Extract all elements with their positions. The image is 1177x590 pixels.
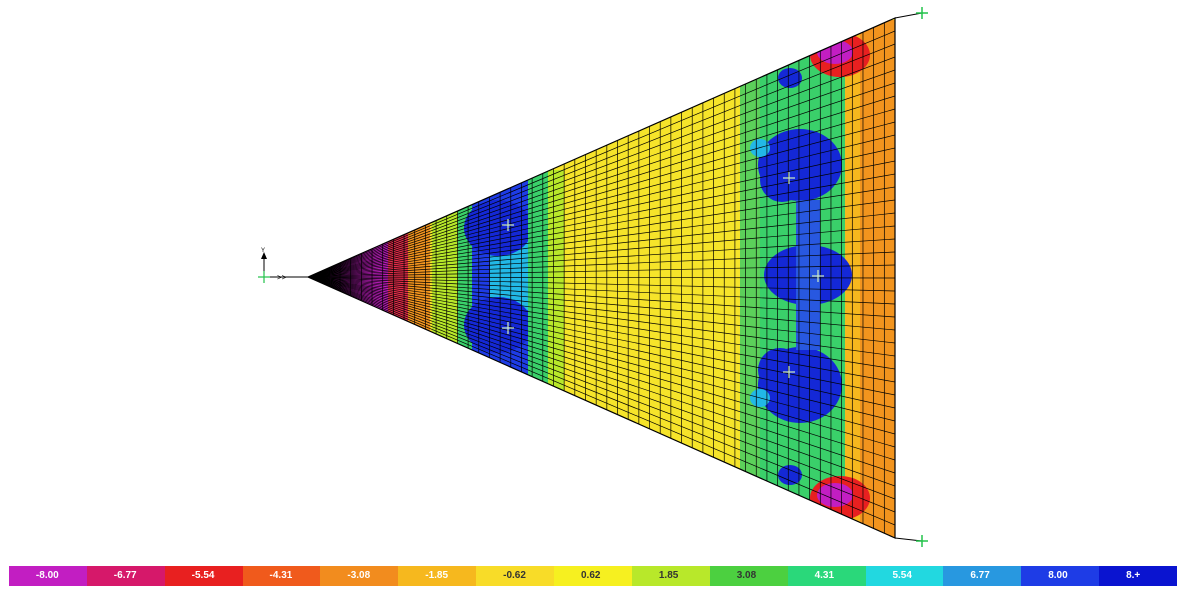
legend-value-label: -0.62 — [503, 570, 526, 581]
node-marker-left-lower[interactable] — [502, 322, 514, 334]
axis-arrow-label: >> — [277, 273, 287, 282]
legend-swatch — [86, 566, 166, 586]
legend-value-label: -5.54 — [191, 570, 215, 581]
node-marker-right-mid[interactable] — [812, 270, 824, 282]
stress-contour-field — [308, 18, 895, 538]
legend-swatch — [242, 566, 322, 586]
legend-value-label: 5.54 — [892, 570, 912, 581]
legend-swatch — [709, 566, 789, 586]
legend-value-label: -3.08 — [347, 570, 371, 581]
legend-swatch — [631, 566, 711, 586]
legend-value-label: 4.31 — [814, 570, 835, 581]
legend-swatch — [9, 566, 88, 586]
color-scale-legend: -8.00 -6.77 -5.54 -4.31 -3.08 -1.85 -0.62 0.62 1… — [9, 566, 1177, 586]
axis-y-label: Y — [261, 248, 265, 254]
legend-swatch — [787, 566, 867, 586]
legend-value-label: -1.85 — [425, 570, 449, 581]
contour-plot-viewport[interactable]: Y >> — [0, 0, 1177, 560]
legend-swatch — [943, 566, 1023, 586]
legend-swatch — [1099, 566, 1177, 586]
band-lightgreen-2 — [548, 170, 564, 390]
legend-value-label: -4.31 — [269, 570, 293, 581]
legend-swatch — [164, 566, 244, 586]
legend-swatch — [1021, 566, 1101, 586]
legend-value-label: 8.00 — [1048, 570, 1068, 581]
band-amber-right — [845, 30, 861, 530]
support-marker-top-right[interactable] — [916, 7, 928, 19]
legend-value-label: -6.77 — [113, 570, 137, 581]
legend-swatch — [865, 566, 945, 586]
node-marker-right-bottom[interactable] — [783, 366, 795, 378]
legend-value-label: 3.08 — [736, 570, 757, 581]
legend-swatch — [554, 566, 633, 586]
legend-value-label: 8.+ — [1126, 570, 1141, 581]
support-marker-bottom-right[interactable] — [916, 535, 928, 547]
legend-swatch — [320, 566, 400, 586]
legend-value-label: 1.85 — [658, 570, 679, 581]
legend-swatch — [476, 566, 556, 586]
band-orange-right — [860, 20, 895, 538]
node-marker-right-top[interactable] — [783, 172, 795, 184]
plate-boundary — [306, 17, 896, 539]
legend-value-label: -8.00 — [35, 570, 59, 581]
node-marker-left-upper[interactable] — [502, 219, 514, 231]
legend-value-label: 6.77 — [970, 570, 990, 581]
axis-triad: Y >> — [258, 248, 308, 283]
legend-swatch — [398, 566, 478, 586]
finite-element-mesh — [308, 22, 895, 534]
legend-value-label: 0.62 — [581, 570, 601, 581]
